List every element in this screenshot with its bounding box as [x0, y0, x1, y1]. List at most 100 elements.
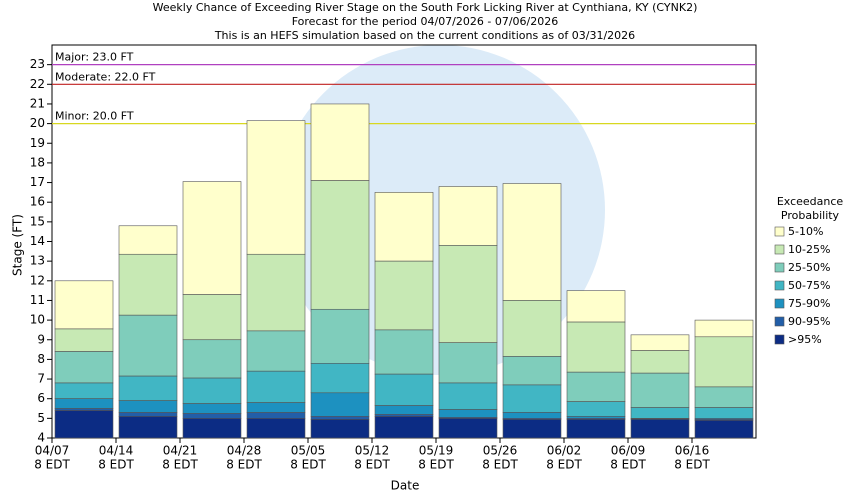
bar-segment [54, 328, 114, 352]
bar-segment [374, 405, 434, 415]
bar-segment [118, 375, 178, 401]
bar-segment [694, 420, 754, 439]
y-tick-label: 7 [37, 372, 45, 386]
bar-segment [630, 350, 690, 374]
legend-label: 50-75% [788, 279, 830, 292]
y-tick-label: 6 [37, 391, 45, 405]
y-tick-label: 17 [30, 175, 45, 189]
bar-segment [502, 356, 562, 386]
bar-segment [502, 384, 562, 413]
x-tick-label: 04/14 [99, 444, 134, 458]
x-tick-sublabel: 8 EDT [226, 458, 262, 472]
threshold-label: Major: 23.0 FT [55, 51, 134, 64]
bar-segment [566, 290, 626, 323]
bar-segment [374, 192, 434, 262]
bar-segment [566, 419, 626, 439]
bar-segment [246, 412, 306, 419]
y-tick-label: 14 [30, 234, 45, 248]
bar-segment [246, 418, 306, 439]
legend-label: 25-50% [788, 261, 830, 274]
legend-swatch [774, 226, 785, 237]
y-tick-label: 12 [30, 273, 45, 287]
legend-swatch [774, 262, 785, 273]
legend-label: 90-95% [788, 315, 830, 328]
y-tick-label: 8 [37, 352, 45, 366]
x-tick-label: 06/16 [675, 444, 710, 458]
threshold-label: Minor: 20.0 FT [55, 110, 134, 123]
bar-segment [694, 336, 754, 388]
bar-segment [310, 416, 370, 420]
bar-segment [182, 339, 242, 379]
y-tick-label: 21 [30, 96, 45, 110]
bar-segment [694, 386, 754, 408]
bar-segment [54, 382, 114, 400]
y-tick-label: 13 [30, 254, 45, 268]
chart-subtitle: Forecast for the period 04/07/2026 - 07/… [292, 15, 559, 28]
bar-segment [310, 180, 370, 310]
bar-segment [246, 120, 306, 255]
bar-segment [182, 294, 242, 341]
x-tick-sublabel: 8 EDT [98, 458, 134, 472]
y-axis-label: Stage (FT) [11, 214, 25, 276]
bar-segment [374, 329, 434, 375]
legend-swatch [774, 298, 785, 309]
y-tick-label: 10 [30, 313, 45, 327]
x-tick-sublabel: 8 EDT [674, 458, 710, 472]
bar-segment [246, 330, 306, 372]
bar-segment [630, 407, 690, 419]
x-tick-sublabel: 8 EDT [162, 458, 198, 472]
bar-segment [54, 351, 114, 384]
bar-segment [310, 363, 370, 394]
bar-segment [694, 407, 754, 419]
bar-segment [630, 372, 690, 408]
bar-segment [438, 245, 498, 343]
chart-title: Weekly Chance of Exceeding River Stage o… [153, 1, 698, 14]
bar-segment [310, 419, 370, 439]
bar-segment [54, 410, 114, 439]
bar-segment [438, 342, 498, 384]
y-tick-label: 23 [30, 57, 45, 71]
bar-segment [438, 186, 498, 246]
bar-segment [694, 319, 754, 338]
bar-segment [374, 416, 434, 439]
legend-swatch [774, 334, 785, 345]
bar-segment [54, 398, 114, 409]
x-tick-label: 04/07 [35, 444, 70, 458]
threshold-label: Moderate: 22.0 FT [55, 70, 156, 83]
bar-segment [182, 181, 242, 295]
x-tick-sublabel: 8 EDT [418, 458, 454, 472]
bar-segment [502, 412, 562, 419]
y-tick-label: 9 [37, 332, 45, 346]
bar-segment [118, 253, 178, 316]
bar-segment [438, 418, 498, 439]
x-tick-label: 05/26 [483, 444, 518, 458]
x-tick-sublabel: 8 EDT [34, 458, 70, 472]
legend-label: >95% [788, 333, 822, 346]
x-tick-sublabel: 8 EDT [290, 458, 326, 472]
bar-segment [182, 403, 242, 414]
x-tick-sublabel: 8 EDT [546, 458, 582, 472]
bar-segment [246, 253, 306, 332]
x-tick-label: 05/12 [355, 444, 390, 458]
chart-subtitle: This is an HEFS simulation based on the … [214, 29, 635, 42]
x-tick-label: 06/02 [547, 444, 582, 458]
bar-segment [566, 371, 626, 402]
bar-segment [502, 419, 562, 439]
legend-swatch [774, 316, 785, 327]
x-tick-sublabel: 8 EDT [354, 458, 390, 472]
legend-label: 10-25% [788, 243, 830, 256]
bar-segment [54, 280, 114, 330]
legend-title: Exceedance [777, 195, 844, 208]
y-tick-label: 5 [37, 411, 45, 425]
bar-segment [118, 416, 178, 439]
y-tick-label: 11 [30, 293, 45, 307]
bar-segment [630, 334, 690, 351]
bar-segment [502, 183, 562, 301]
y-tick-label: 18 [30, 155, 45, 169]
bar-segment [118, 412, 178, 417]
bar-segment [118, 225, 178, 255]
y-tick-label: 22 [30, 77, 45, 91]
x-tick-label: 05/19 [419, 444, 454, 458]
y-tick-label: 16 [30, 195, 45, 209]
